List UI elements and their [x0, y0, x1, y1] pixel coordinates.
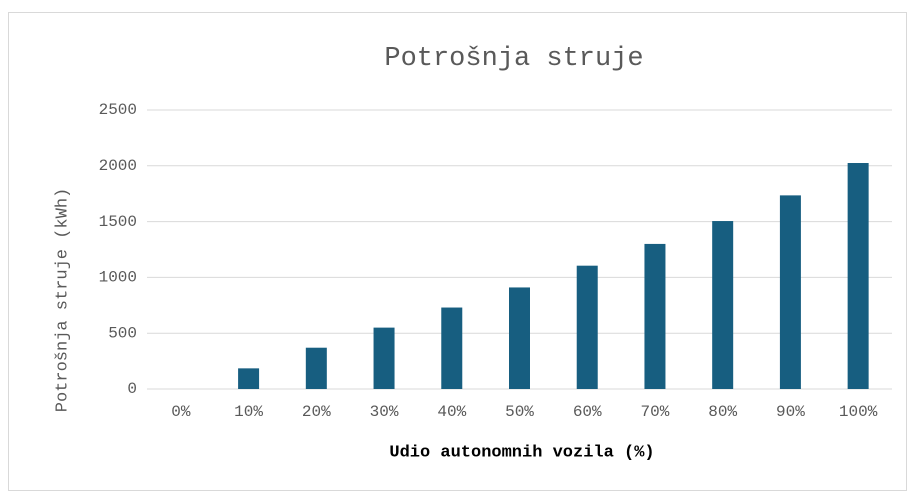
bar	[644, 243, 666, 389]
y-tick-label: 2500	[99, 101, 137, 119]
bar	[779, 195, 801, 389]
bar	[305, 347, 327, 389]
y-tick-label: 2000	[99, 157, 137, 175]
x-tick-label: 30%	[370, 403, 399, 421]
y-tick-label: 0	[127, 380, 137, 398]
y-tick-label: 1500	[99, 213, 137, 231]
x-tick-label: 10%	[234, 403, 263, 421]
y-axis-label: Potrošnja struje (kWh)	[53, 188, 72, 412]
x-tick-label: 80%	[708, 403, 737, 421]
chart-border	[8, 12, 907, 491]
bar	[238, 368, 260, 389]
x-tick-label: 90%	[776, 403, 805, 421]
x-tick-label: 50%	[505, 403, 534, 421]
y-tick-label: 1000	[99, 269, 137, 287]
x-tick-label: 100%	[839, 403, 878, 421]
bar	[576, 265, 598, 389]
x-axis-label: Udio autonomnih vozila (%)	[389, 443, 654, 462]
x-tick-label: 60%	[573, 403, 602, 421]
bar	[441, 307, 463, 389]
x-tick-label: 40%	[437, 403, 466, 421]
chart-title: Potrošnja struje	[384, 44, 643, 74]
bar	[712, 221, 734, 389]
x-tick-label: 70%	[641, 403, 670, 421]
y-tick-label: 500	[108, 324, 137, 342]
x-tick-label: 20%	[302, 403, 331, 421]
bar	[509, 287, 530, 389]
bar	[847, 163, 869, 389]
x-tick-label: 0%	[171, 403, 191, 421]
bar	[373, 327, 395, 389]
